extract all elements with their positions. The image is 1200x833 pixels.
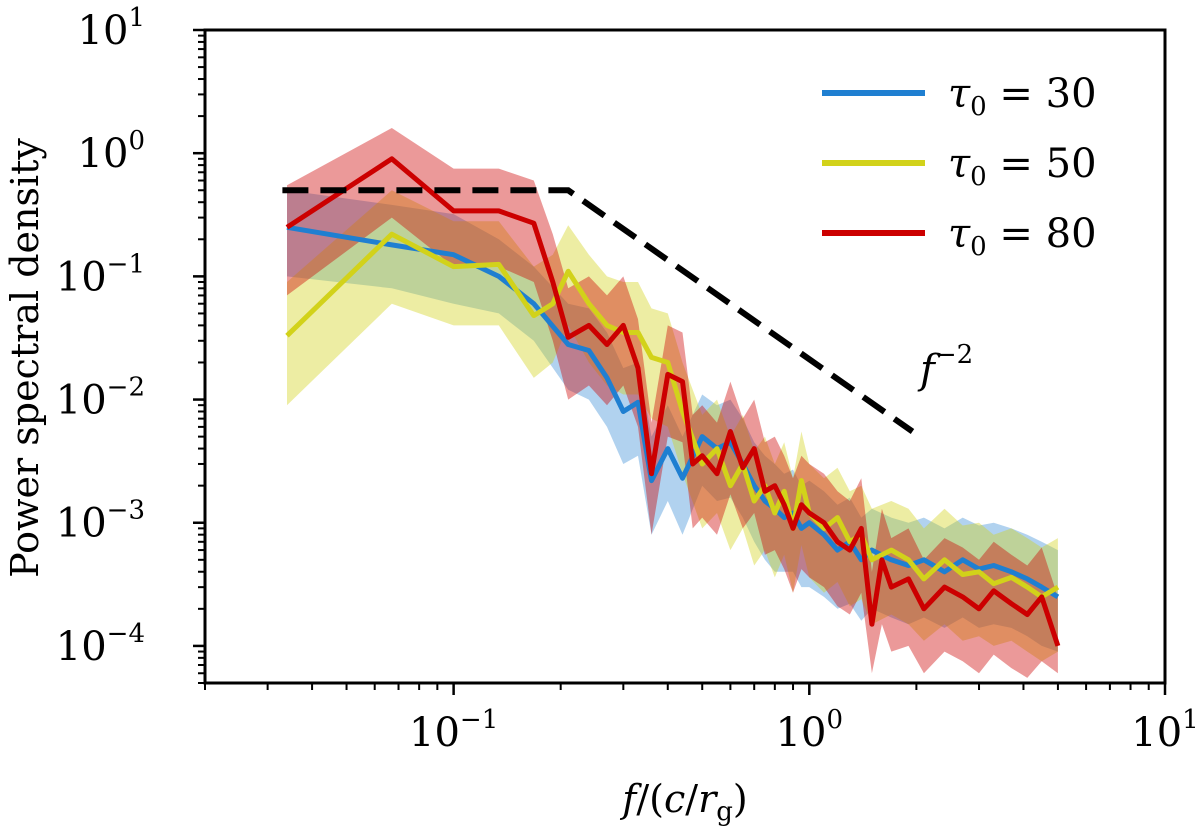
band-series-3	[287, 128, 1058, 678]
line-series-3	[285, 156, 1061, 647]
band-series-1	[287, 190, 1058, 652]
y-tick-label: 10−2	[56, 373, 145, 424]
y-axis-label: Power spectral density	[3, 138, 47, 578]
y-tick-label: 10−4	[56, 619, 145, 670]
confidence-bands	[287, 128, 1058, 678]
legend: τ0 = 30 τ0 = 50 τ0 = 80	[822, 71, 1097, 262]
x-axis-ticks: 10−1 100 101	[204, 683, 1199, 756]
x-tick-label: 101	[1131, 705, 1198, 756]
y-tick-label: 100	[78, 126, 145, 177]
x-tick-label: 100	[776, 705, 843, 756]
legend-label-2: τ0 = 50	[948, 141, 1097, 192]
x-tick-label: 10−1	[409, 705, 498, 756]
series-lines	[285, 156, 1061, 647]
y-axis-ticks: 10−4 10−3 10−2 10−1 100 101	[56, 3, 205, 684]
y-tick-label: 10−1	[56, 249, 145, 300]
plot-frame	[203, 28, 1167, 685]
y-tick-label: 101	[78, 3, 145, 54]
line-series-2	[285, 231, 1060, 600]
x-axis-label: f/(c/rg)	[619, 777, 747, 827]
reference-line	[282, 187, 915, 434]
y-tick-label: 10−3	[56, 496, 145, 547]
reference-line-group	[282, 187, 915, 434]
legend-label-3: τ0 = 80	[948, 211, 1097, 262]
legend-label-1: τ0 = 30	[948, 71, 1097, 122]
slope-annotation: f−2	[917, 340, 973, 393]
slope-label: f−2	[917, 340, 973, 393]
